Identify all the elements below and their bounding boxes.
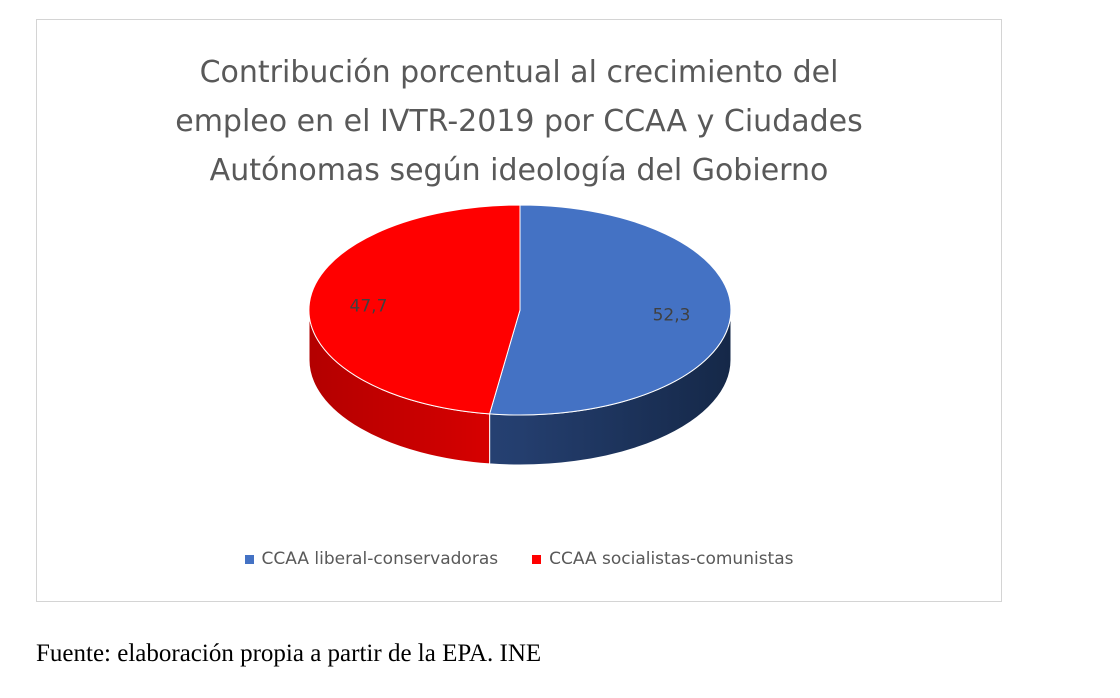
legend-swatch-liberal-conservadoras xyxy=(244,554,254,564)
legend-label-socialistas-comunistas: CCAA socialistas-comunistas xyxy=(549,549,794,569)
chart-title-line-3: Autónomas según ideología del Gobierno xyxy=(209,153,829,188)
chart-title: Contribución porcentual al crecimiento d… xyxy=(37,48,1001,195)
pie-data-label-socialistas-comunistas: 47,7 xyxy=(350,296,388,316)
legend: CCAA liberal-conservadoras CCAA socialis… xyxy=(37,549,1001,569)
pie-chart: 52,3 47,7 xyxy=(308,204,732,466)
pie-data-label-liberal-conservadoras: 52,3 xyxy=(653,306,691,326)
chart-title-line-2: empleo en el IVTR-2019 por CCAA y Ciudad… xyxy=(175,104,863,139)
legend-item-socialistas-comunistas: CCAA socialistas-comunistas xyxy=(532,549,793,569)
legend-swatch-socialistas-comunistas xyxy=(532,554,542,564)
chart-title-line-1: Contribución porcentual al crecimiento d… xyxy=(199,55,839,90)
chart-frame: Contribución porcentual al crecimiento d… xyxy=(36,19,1002,602)
legend-item-liberal-conservadoras: CCAA liberal-conservadoras xyxy=(244,549,499,569)
pie-slice-liberal-conservadoras xyxy=(488,204,732,416)
legend-label-liberal-conservadoras: CCAA liberal-conservadoras xyxy=(261,549,499,569)
pie-slice-socialistas-comunistas xyxy=(308,204,521,415)
source-note: Fuente: elaboración propia a partir de l… xyxy=(36,640,542,667)
